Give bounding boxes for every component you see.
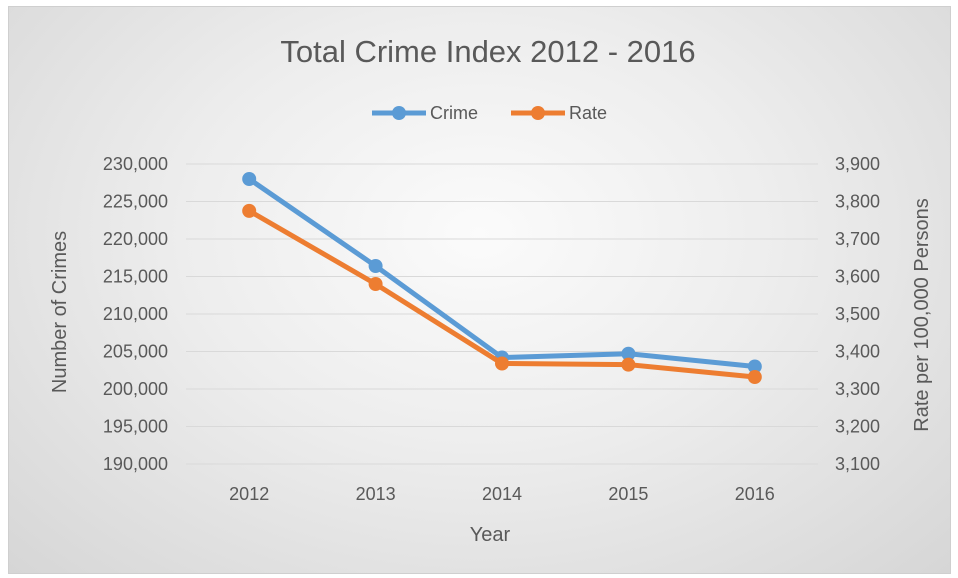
data-point (368, 259, 383, 273)
gridlines (186, 163, 818, 465)
y2-tick-label: 3,700 (835, 229, 880, 249)
data-point (242, 203, 257, 218)
chart-area (8, 6, 951, 574)
legend-swatch-marker (531, 106, 545, 120)
x-tick-label: 2013 (356, 484, 396, 504)
series-group (242, 172, 762, 384)
data-point (621, 346, 636, 361)
y2-tick-label: 3,900 (835, 154, 880, 174)
legend-item-rate: Rate (511, 103, 607, 123)
data-point (242, 172, 257, 186)
data-point (621, 357, 636, 372)
y2-tick-label: 3,600 (835, 267, 880, 287)
y2-tick-label: 3,200 (835, 417, 880, 437)
legend-label: Rate (569, 103, 607, 123)
y-tick-label: 215,000 (103, 267, 168, 287)
y-tick-label: 205,000 (103, 342, 168, 362)
x-tick-label: 2016 (735, 484, 775, 504)
y-axis-left-ticks: 190,000 195,000 200,000 205,000 210,000 215,0… (103, 154, 168, 474)
y2-tick-label: 3,800 (835, 192, 880, 212)
legend-label: Crime (430, 103, 478, 123)
data-point (368, 277, 383, 291)
y-tick-label: 200,000 (103, 379, 168, 399)
y-tick-label: 225,000 (103, 192, 168, 212)
legend: Crime Rate (372, 103, 607, 123)
data-point (495, 356, 509, 371)
x-axis-title: Year (470, 524, 511, 546)
y2-tick-label: 3,300 (835, 379, 880, 399)
y-tick-label: 195,000 (103, 417, 168, 437)
y-axis-left-title: Number of Crimes (49, 231, 71, 393)
x-tick-label: 2015 (608, 484, 648, 504)
series-crime (242, 172, 762, 374)
y-axis-right-ticks: 3,100 3,200 3,300 3,400 3,500 3,600 3,700 3,800… (835, 154, 880, 474)
y2-tick-label: 3,100 (835, 454, 880, 474)
series-line (246, 176, 758, 369)
x-axis-ticks: 2012 2013 2014 2015 2016 (229, 484, 775, 504)
legend-item-crime: Crime (372, 103, 478, 123)
y2-tick-label: 3,500 (835, 304, 880, 324)
x-tick-label: 2012 (229, 484, 269, 504)
legend-swatch-marker (392, 106, 406, 120)
y-tick-label: 220,000 (103, 229, 168, 249)
y-tick-label: 230,000 (103, 154, 168, 174)
series-rate (242, 203, 762, 384)
x-tick-label: 2014 (482, 484, 522, 504)
data-point (747, 370, 762, 384)
chart-title: Total Crime Index 2012 - 2016 (280, 34, 695, 69)
y-axis-right-title: Rate per 100,000 Persons (911, 198, 933, 432)
y2-tick-label: 3,400 (835, 342, 880, 362)
y-tick-label: 190,000 (103, 454, 168, 474)
y-tick-label: 210,000 (103, 304, 168, 324)
data-point (747, 359, 762, 374)
